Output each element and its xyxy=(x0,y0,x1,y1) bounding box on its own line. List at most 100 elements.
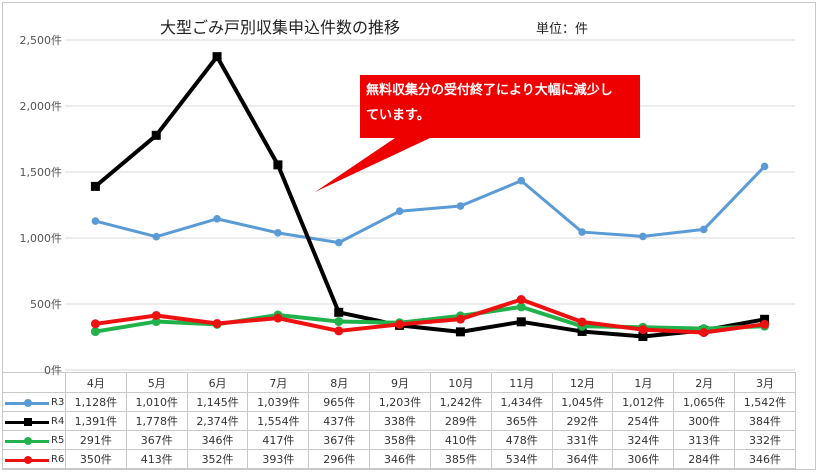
data-label: 1,391件 xyxy=(65,411,127,431)
series-line-r6 xyxy=(95,297,765,335)
data-label: 346件 xyxy=(369,449,431,469)
chart-frame xyxy=(2,2,816,470)
data-label: 367件 xyxy=(125,430,188,450)
data-point xyxy=(456,202,465,210)
table-row: R4 1,391件 1,778件 2,374件 1,554件 437件 338件 289件 36… xyxy=(2,411,796,431)
data-label: 410件 xyxy=(429,430,492,450)
data-point xyxy=(213,215,221,223)
x-tick-label: 5月 xyxy=(125,372,188,393)
data-label: 437件 xyxy=(308,411,371,431)
data-label: 364件 xyxy=(551,449,614,469)
x-tick-label: 6月 xyxy=(186,372,249,393)
data-point xyxy=(151,310,161,320)
x-tick-label: 7月 xyxy=(247,372,310,393)
data-label: 292件 xyxy=(551,411,614,431)
data-point xyxy=(91,217,100,225)
table-row: R3 1,128件 1,010件 1,145件 1,039件 965件 1,203件 1,24… xyxy=(2,392,796,412)
data-label: 965件 xyxy=(308,392,371,412)
data-label: 346件 xyxy=(186,430,249,450)
x-tick-label: 3月 xyxy=(734,372,796,393)
data-label: 365件 xyxy=(490,411,553,431)
data-label: 393件 xyxy=(247,449,310,469)
annotation-callout xyxy=(315,75,640,192)
data-label: 384件 xyxy=(734,411,796,431)
data-label: 1,065件 xyxy=(673,392,736,412)
data-point xyxy=(455,314,465,324)
data-point xyxy=(273,160,283,170)
data-label: 1,542件 xyxy=(734,392,796,412)
data-label: 478件 xyxy=(490,430,553,450)
x-tick-label: 2月 xyxy=(673,372,736,393)
legend-key-icon xyxy=(5,398,49,408)
data-point xyxy=(212,319,222,329)
data-label: 289件 xyxy=(429,411,492,431)
data-label: 1,045件 xyxy=(551,392,614,412)
data-point xyxy=(395,207,404,216)
data-label: 324件 xyxy=(612,430,675,450)
data-point xyxy=(578,228,586,236)
data-point xyxy=(760,314,770,324)
data-point xyxy=(152,232,161,241)
x-tick-label: 4月 xyxy=(65,372,127,393)
data-label: 313件 xyxy=(673,430,736,450)
series-line-r3 xyxy=(95,165,766,245)
data-label: 254件 xyxy=(612,411,675,431)
legend-label: R5 xyxy=(51,435,65,446)
data-point xyxy=(90,319,100,329)
data-label: 385件 xyxy=(429,449,492,469)
data-label: 332件 xyxy=(734,430,796,450)
data-point xyxy=(638,331,648,341)
y-tick-label: 2,000件 xyxy=(19,100,63,113)
legend-key-icon xyxy=(5,417,49,427)
data-label: 1,434件 xyxy=(490,392,553,412)
x-tick-label: 11月 xyxy=(490,372,553,393)
chart-title: 大型ごみ戸別収集申込件数の推移 xyxy=(159,18,400,37)
data-label: 417件 xyxy=(247,430,310,450)
legend-label: R6 xyxy=(51,454,65,465)
data-point xyxy=(151,130,161,140)
data-label: 1,554件 xyxy=(247,411,310,431)
data-point xyxy=(516,295,526,305)
data-table: 4月 5月 6月 7月 8月 9月 10月 11月 12月 1月 2月 3月 R3 1,128件 1,010… xyxy=(2,372,796,469)
data-point xyxy=(212,52,222,62)
table-row: R5 291件 367件 346件 417件 367件 358件 410件 478件 331件 32… xyxy=(2,430,796,450)
data-label: 534件 xyxy=(490,449,553,469)
annotation-text: 無料収集分の受付終了により大幅に減少しています。 xyxy=(366,83,613,123)
data-point xyxy=(273,313,283,323)
data-point xyxy=(639,232,647,241)
data-point xyxy=(516,317,526,327)
data-label: 1,242件 xyxy=(429,392,492,412)
data-point xyxy=(699,225,708,234)
series-line-r4 xyxy=(94,54,765,339)
legend-key-icon xyxy=(5,436,49,446)
data-label: 413件 xyxy=(125,449,188,469)
data-point xyxy=(699,328,709,338)
y-tick-label: 1,000件 xyxy=(19,232,63,245)
y-tick-label: 500件 xyxy=(30,298,62,311)
legend-key-icon xyxy=(5,455,49,465)
unit-label: 単位：件 xyxy=(536,22,589,37)
data-point xyxy=(90,327,100,337)
data-label: 367件 xyxy=(308,430,371,450)
legend-entry: R4 xyxy=(2,411,66,431)
data-point xyxy=(334,326,344,336)
data-label: 338件 xyxy=(369,411,431,431)
data-point xyxy=(577,317,587,327)
data-point xyxy=(90,181,100,191)
data-label: 284件 xyxy=(673,449,736,469)
data-label: 1,203件 xyxy=(369,392,431,412)
data-label: 1,128件 xyxy=(65,392,127,412)
data-label: 1,010件 xyxy=(125,392,188,412)
x-tick-label: 10月 xyxy=(429,372,492,393)
data-label: 1,145件 xyxy=(186,392,249,412)
legend-entry: R3 xyxy=(2,392,66,412)
x-tick-label: 1月 xyxy=(612,372,675,393)
y-tick-label: 0件 xyxy=(44,364,62,377)
data-label: 291件 xyxy=(65,430,127,450)
table-row: R6 350件 413件 352件 393件 296件 346件 385件 534件 364件 30… xyxy=(2,449,796,469)
data-point xyxy=(638,325,648,335)
data-label: 1,039件 xyxy=(247,392,310,412)
data-point xyxy=(760,162,769,171)
data-point xyxy=(334,238,343,247)
